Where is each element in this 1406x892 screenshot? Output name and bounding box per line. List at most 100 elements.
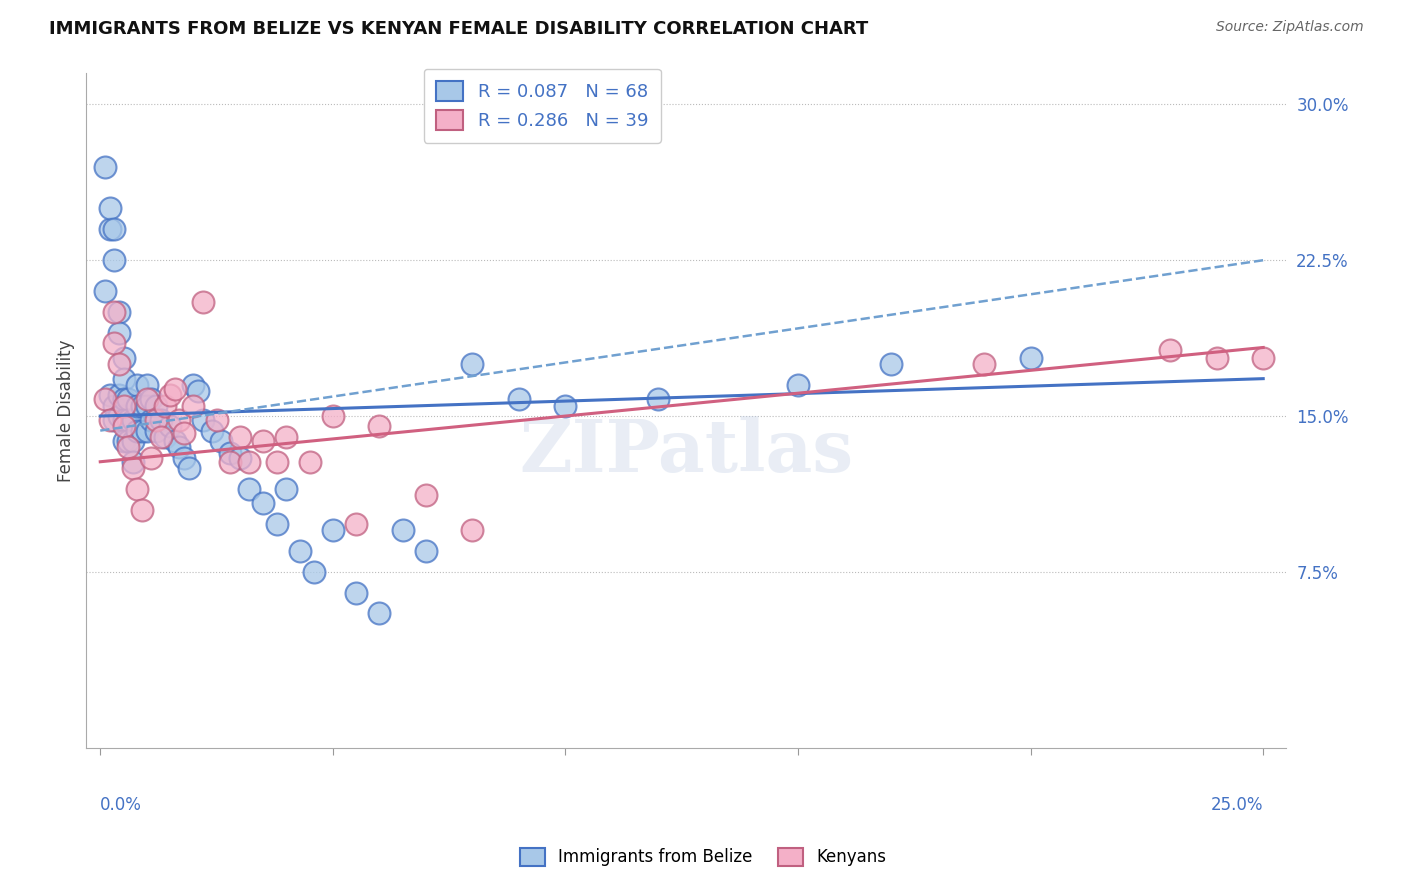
Point [98, 413, 121, 427]
Point [112, 371, 135, 385]
Point [391, 524, 413, 538]
Point [145, 424, 167, 438]
Point [298, 455, 321, 469]
Point [647, 392, 669, 407]
Point [344, 585, 367, 599]
Point [135, 377, 157, 392]
Point [135, 392, 157, 407]
Point [252, 496, 274, 510]
Point [103, 253, 125, 268]
Point [108, 409, 131, 423]
Point [368, 607, 391, 621]
Point [880, 357, 903, 371]
Point [1205, 351, 1227, 365]
Point [191, 413, 214, 427]
Y-axis label: Female Disability: Female Disability [58, 340, 75, 482]
Point [219, 446, 242, 460]
Text: 0.0%: 0.0% [100, 796, 142, 814]
Point [112, 351, 135, 365]
Point [201, 424, 224, 438]
Point [103, 413, 125, 427]
Point [108, 326, 131, 340]
Point [112, 413, 135, 427]
Point [1159, 343, 1181, 357]
Point [508, 392, 530, 407]
Point [191, 294, 214, 309]
Point [121, 461, 143, 475]
Point [266, 517, 288, 532]
Point [238, 482, 260, 496]
Point [108, 388, 131, 402]
Point [461, 524, 484, 538]
Point [98, 222, 121, 236]
Point [127, 424, 149, 438]
Point [145, 399, 167, 413]
Point [219, 455, 242, 469]
Point [155, 430, 177, 444]
Point [163, 434, 186, 448]
Point [112, 392, 135, 407]
Point [94, 160, 117, 174]
Point [141, 413, 163, 427]
Point [121, 455, 143, 469]
Point [127, 399, 149, 413]
Point [141, 450, 163, 465]
Point [163, 382, 186, 396]
Point [131, 399, 153, 413]
Point [1019, 351, 1042, 365]
Text: ZIPatlas: ZIPatlas [519, 416, 853, 487]
Point [149, 430, 172, 444]
Point [155, 399, 177, 413]
Point [181, 377, 204, 392]
Point [461, 357, 484, 371]
Point [98, 388, 121, 402]
Point [141, 392, 163, 407]
Point [94, 392, 117, 407]
Point [117, 413, 139, 427]
Point [131, 502, 153, 516]
Point [112, 399, 135, 413]
Point [98, 201, 121, 215]
Point [554, 399, 576, 413]
Legend: Immigrants from Belize, Kenyans: Immigrants from Belize, Kenyans [513, 841, 893, 873]
Point [127, 482, 149, 496]
Point [117, 392, 139, 407]
Point [173, 450, 195, 465]
Text: IMMIGRANTS FROM BELIZE VS KENYAN FEMALE DISABILITY CORRELATION CHART: IMMIGRANTS FROM BELIZE VS KENYAN FEMALE … [49, 20, 869, 37]
Point [368, 419, 391, 434]
Point [103, 222, 125, 236]
Point [205, 413, 228, 427]
Point [787, 377, 810, 392]
Point [127, 377, 149, 392]
Point [302, 565, 325, 579]
Point [209, 434, 232, 448]
Point [229, 450, 252, 465]
Point [266, 455, 288, 469]
Point [322, 409, 344, 423]
Legend: R = 0.087   N = 68, R = 0.286   N = 39: R = 0.087 N = 68, R = 0.286 N = 39 [423, 69, 661, 143]
Point [415, 544, 437, 558]
Point [94, 285, 117, 299]
Point [973, 357, 995, 371]
Point [344, 517, 367, 532]
Point [112, 434, 135, 448]
Point [121, 413, 143, 427]
Point [229, 430, 252, 444]
Point [117, 434, 139, 448]
Text: Source: ZipAtlas.com: Source: ZipAtlas.com [1216, 20, 1364, 34]
Point [181, 399, 204, 413]
Point [1251, 351, 1274, 365]
Point [103, 336, 125, 351]
Point [187, 384, 209, 398]
Point [276, 482, 298, 496]
Point [322, 524, 344, 538]
Point [108, 305, 131, 319]
Point [177, 461, 200, 475]
Point [112, 419, 135, 434]
Point [117, 440, 139, 454]
Point [149, 413, 172, 427]
Point [145, 413, 167, 427]
Point [103, 305, 125, 319]
Point [290, 544, 312, 558]
Point [252, 434, 274, 448]
